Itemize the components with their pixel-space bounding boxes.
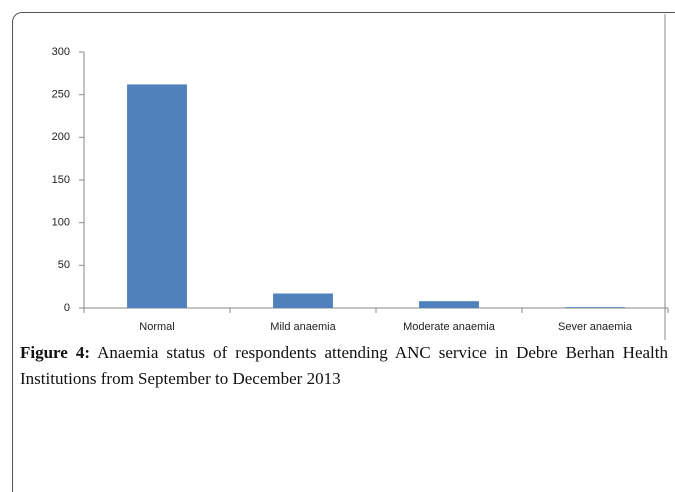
y-tick-label: 150 (52, 174, 70, 186)
y-tick-label: 100 (52, 217, 70, 229)
caption-text: Anaemia status of respondents attending … (20, 343, 668, 388)
y-tick-label: 250 (52, 89, 70, 101)
chart: 0 50 100 150 200 250 300 Normal Mild anaemia Mode… (52, 14, 669, 340)
bar (127, 84, 187, 308)
x-tick-label: Normal (139, 321, 174, 333)
figure-frame (12, 12, 675, 492)
caption-label: Figure 4: (20, 343, 91, 362)
y-tick-label: 200 (52, 131, 70, 143)
bar (273, 293, 333, 308)
bar (565, 307, 625, 308)
y-tick-label: 0 (64, 302, 70, 314)
caption: Figure 4: Anaemia status of respondents … (20, 340, 668, 392)
bar (419, 301, 479, 308)
y-tick-label: 300 (52, 46, 70, 58)
x-tick-label: Moderate anaemia (403, 321, 496, 333)
x-tick-label: Sever anaemia (558, 321, 633, 333)
y-tick-label: 50 (58, 259, 70, 271)
x-tick-label: Mild anaemia (270, 321, 336, 333)
